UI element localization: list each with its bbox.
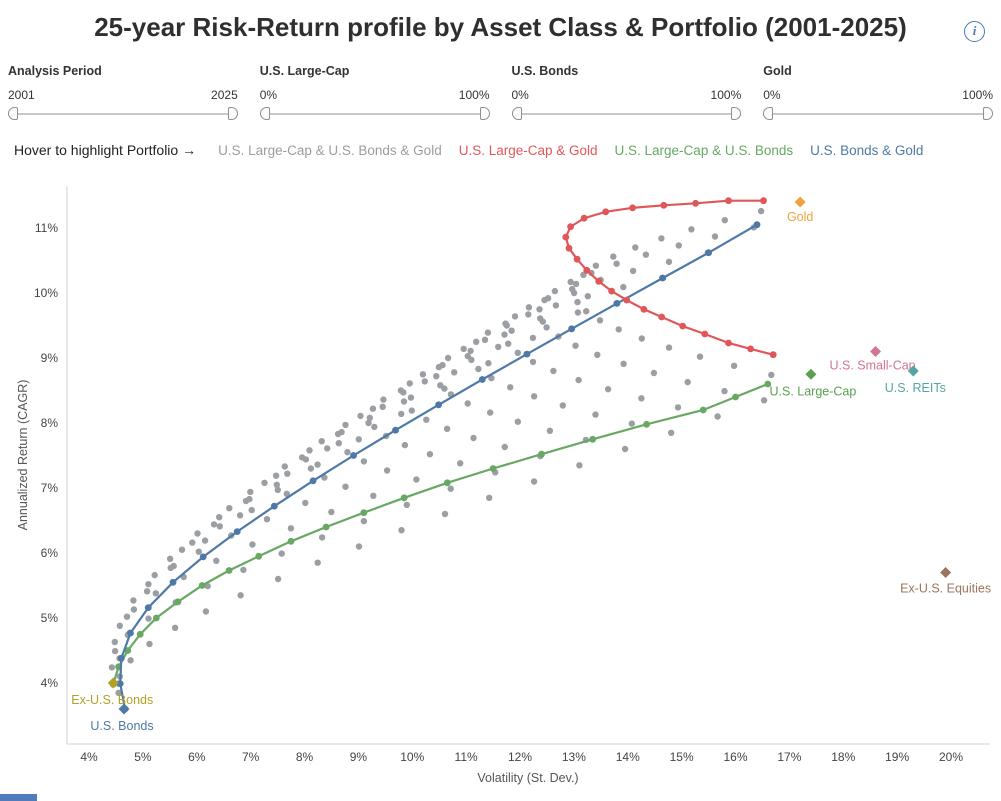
svg-text:10%: 10% (34, 286, 58, 300)
parameter-range-slider[interactable] (259, 107, 490, 121)
footer-accent-bar (0, 794, 37, 801)
legend-item-bonds-gold[interactable]: U.S. Bonds & Gold (810, 143, 924, 158)
svg-text:16%: 16% (723, 750, 747, 764)
svg-text:4%: 4% (80, 750, 98, 764)
asset-us-bonds[interactable]: U.S. Bonds (90, 703, 154, 734)
parameter-range-slider[interactable] (8, 107, 238, 121)
svg-text:17%: 17% (777, 750, 801, 764)
svg-text:13%: 13% (562, 750, 586, 764)
svg-text:11%: 11% (35, 221, 58, 235)
svg-text:18%: 18% (831, 750, 855, 764)
asset-label: U.S. Small-Cap (830, 359, 916, 373)
svg-text:11%: 11% (455, 750, 478, 764)
series-us-large-cap-and-us-bonds[interactable] (109, 380, 772, 688)
svg-text:15%: 15% (670, 750, 694, 764)
slider-track[interactable] (511, 113, 742, 115)
svg-text:6%: 6% (41, 546, 59, 560)
asset-label: Gold (787, 210, 813, 224)
parameter-max-value: 100% (710, 88, 742, 102)
slider-handle-min[interactable] (511, 107, 522, 120)
parameter-max-value: 100% (962, 88, 993, 102)
parameter-analysis-period: Analysis Period 2001 2025 (8, 64, 238, 126)
svg-text:19%: 19% (885, 750, 909, 764)
slider-handle-max[interactable] (731, 107, 742, 120)
legend-item-cloud[interactable]: U.S. Large-Cap & U.S. Bonds & Gold (218, 143, 442, 158)
parameter-us-bonds: U.S. Bonds 0% 100% (511, 64, 742, 126)
asset-label: Ex-U.S. Bonds (71, 693, 153, 707)
svg-text:8%: 8% (41, 416, 59, 430)
svg-text:9%: 9% (41, 351, 59, 365)
svg-text:7%: 7% (242, 750, 260, 764)
svg-text:5%: 5% (41, 611, 59, 625)
portfolio-cloud[interactable] (108, 207, 775, 696)
slider-handle-max[interactable] (479, 107, 490, 120)
slider-track[interactable] (259, 113, 490, 115)
svg-text:12%: 12% (508, 750, 532, 764)
legend-item-large-gold[interactable]: U.S. Large-Cap & Gold (458, 143, 598, 158)
series-us-large-cap-and-gold[interactable] (562, 197, 777, 359)
asset-us-large-cap[interactable]: U.S. Large-Cap (769, 368, 856, 399)
x-axis-label: Volatility (St. Dev.) (477, 771, 578, 785)
slider-handle-max[interactable] (983, 107, 993, 120)
y-axis-label: Annualized Return (CAGR) (16, 380, 30, 531)
svg-text:6%: 6% (188, 750, 206, 764)
parameter-min-value: 0% (511, 88, 529, 102)
parameter-min-value: 2001 (8, 88, 35, 102)
svg-text:9%: 9% (350, 750, 368, 764)
parameter-range-slider[interactable] (763, 107, 993, 121)
asset-label: Ex-U.S. Equities (900, 582, 991, 596)
asset-label: U.S. REITs (885, 381, 946, 395)
page-title: 25-year Risk-Return profile by Asset Cla… (94, 12, 907, 42)
slider-track[interactable] (8, 113, 238, 115)
parameter-range-slider[interactable] (511, 107, 742, 121)
svg-text:10%: 10% (400, 750, 424, 764)
parameter-controls: Analysis Period 2001 2025 U.S. Large-Cap 0% 1… (8, 64, 993, 126)
parameter-title: Analysis Period (8, 64, 102, 78)
legend-prompt: Hover to highlight Portfolio → (14, 142, 197, 158)
series-us-bonds-and-gold[interactable] (116, 221, 761, 713)
asset-label: U.S. Large-Cap (769, 384, 856, 398)
axes: 4% 5% 6% 7% 8% 9% 10% 11% 12% 13% 14% 15% 16% 17% 18% 1… (16, 186, 990, 785)
parameter-gold: Gold 0% 100% (763, 64, 993, 126)
svg-text:7%: 7% (41, 481, 59, 495)
svg-text:20%: 20% (939, 750, 963, 764)
slider-handle-min[interactable] (259, 107, 270, 120)
asset-us-small-cap[interactable]: U.S. Small-Cap (830, 346, 916, 373)
parameter-max-value: 100% (458, 88, 490, 102)
legend: Hover to highlight Portfolio → U.S. Larg… (14, 142, 994, 158)
slider-handle-min[interactable] (8, 107, 18, 120)
asset-gold[interactable]: Gold (787, 196, 813, 225)
risk-return-chart: 4% 5% 6% 7% 8% 9% 10% 11% 12% 13% 14% 15% 16% 17% 18% 1… (16, 186, 991, 785)
parameter-min-value: 0% (763, 88, 781, 102)
slider-track[interactable] (763, 113, 993, 115)
asset-ex-us-equities[interactable]: Ex-U.S. Equities (900, 567, 991, 596)
slider-handle-min[interactable] (763, 107, 774, 120)
svg-text:5%: 5% (134, 750, 152, 764)
legend-item-large-bonds[interactable]: U.S. Large-Cap & U.S. Bonds (614, 143, 794, 158)
parameter-title: U.S. Large-Cap (259, 64, 350, 78)
svg-text:8%: 8% (296, 750, 314, 764)
parameter-title: Gold (763, 64, 792, 78)
parameter-max-value: 2025 (211, 88, 238, 102)
info-icon[interactable]: i (964, 21, 985, 42)
legend-items: U.S. Large-Cap & U.S. Bonds & Gold U.S. L… (218, 143, 940, 158)
slider-handle-max[interactable] (227, 107, 238, 120)
parameter-min-value: 0% (259, 88, 278, 102)
parameter-us-large-cap: U.S. Large-Cap 0% 100% (259, 64, 490, 126)
svg-text:14%: 14% (616, 750, 640, 764)
asset-ex-us-bonds[interactable]: Ex-U.S. Bonds (71, 677, 153, 708)
svg-text:4%: 4% (41, 676, 59, 690)
parameter-title: U.S. Bonds (511, 64, 579, 78)
asset-label: U.S. Bonds (90, 719, 153, 733)
asset-us-reits[interactable]: U.S. REITs (885, 365, 946, 396)
